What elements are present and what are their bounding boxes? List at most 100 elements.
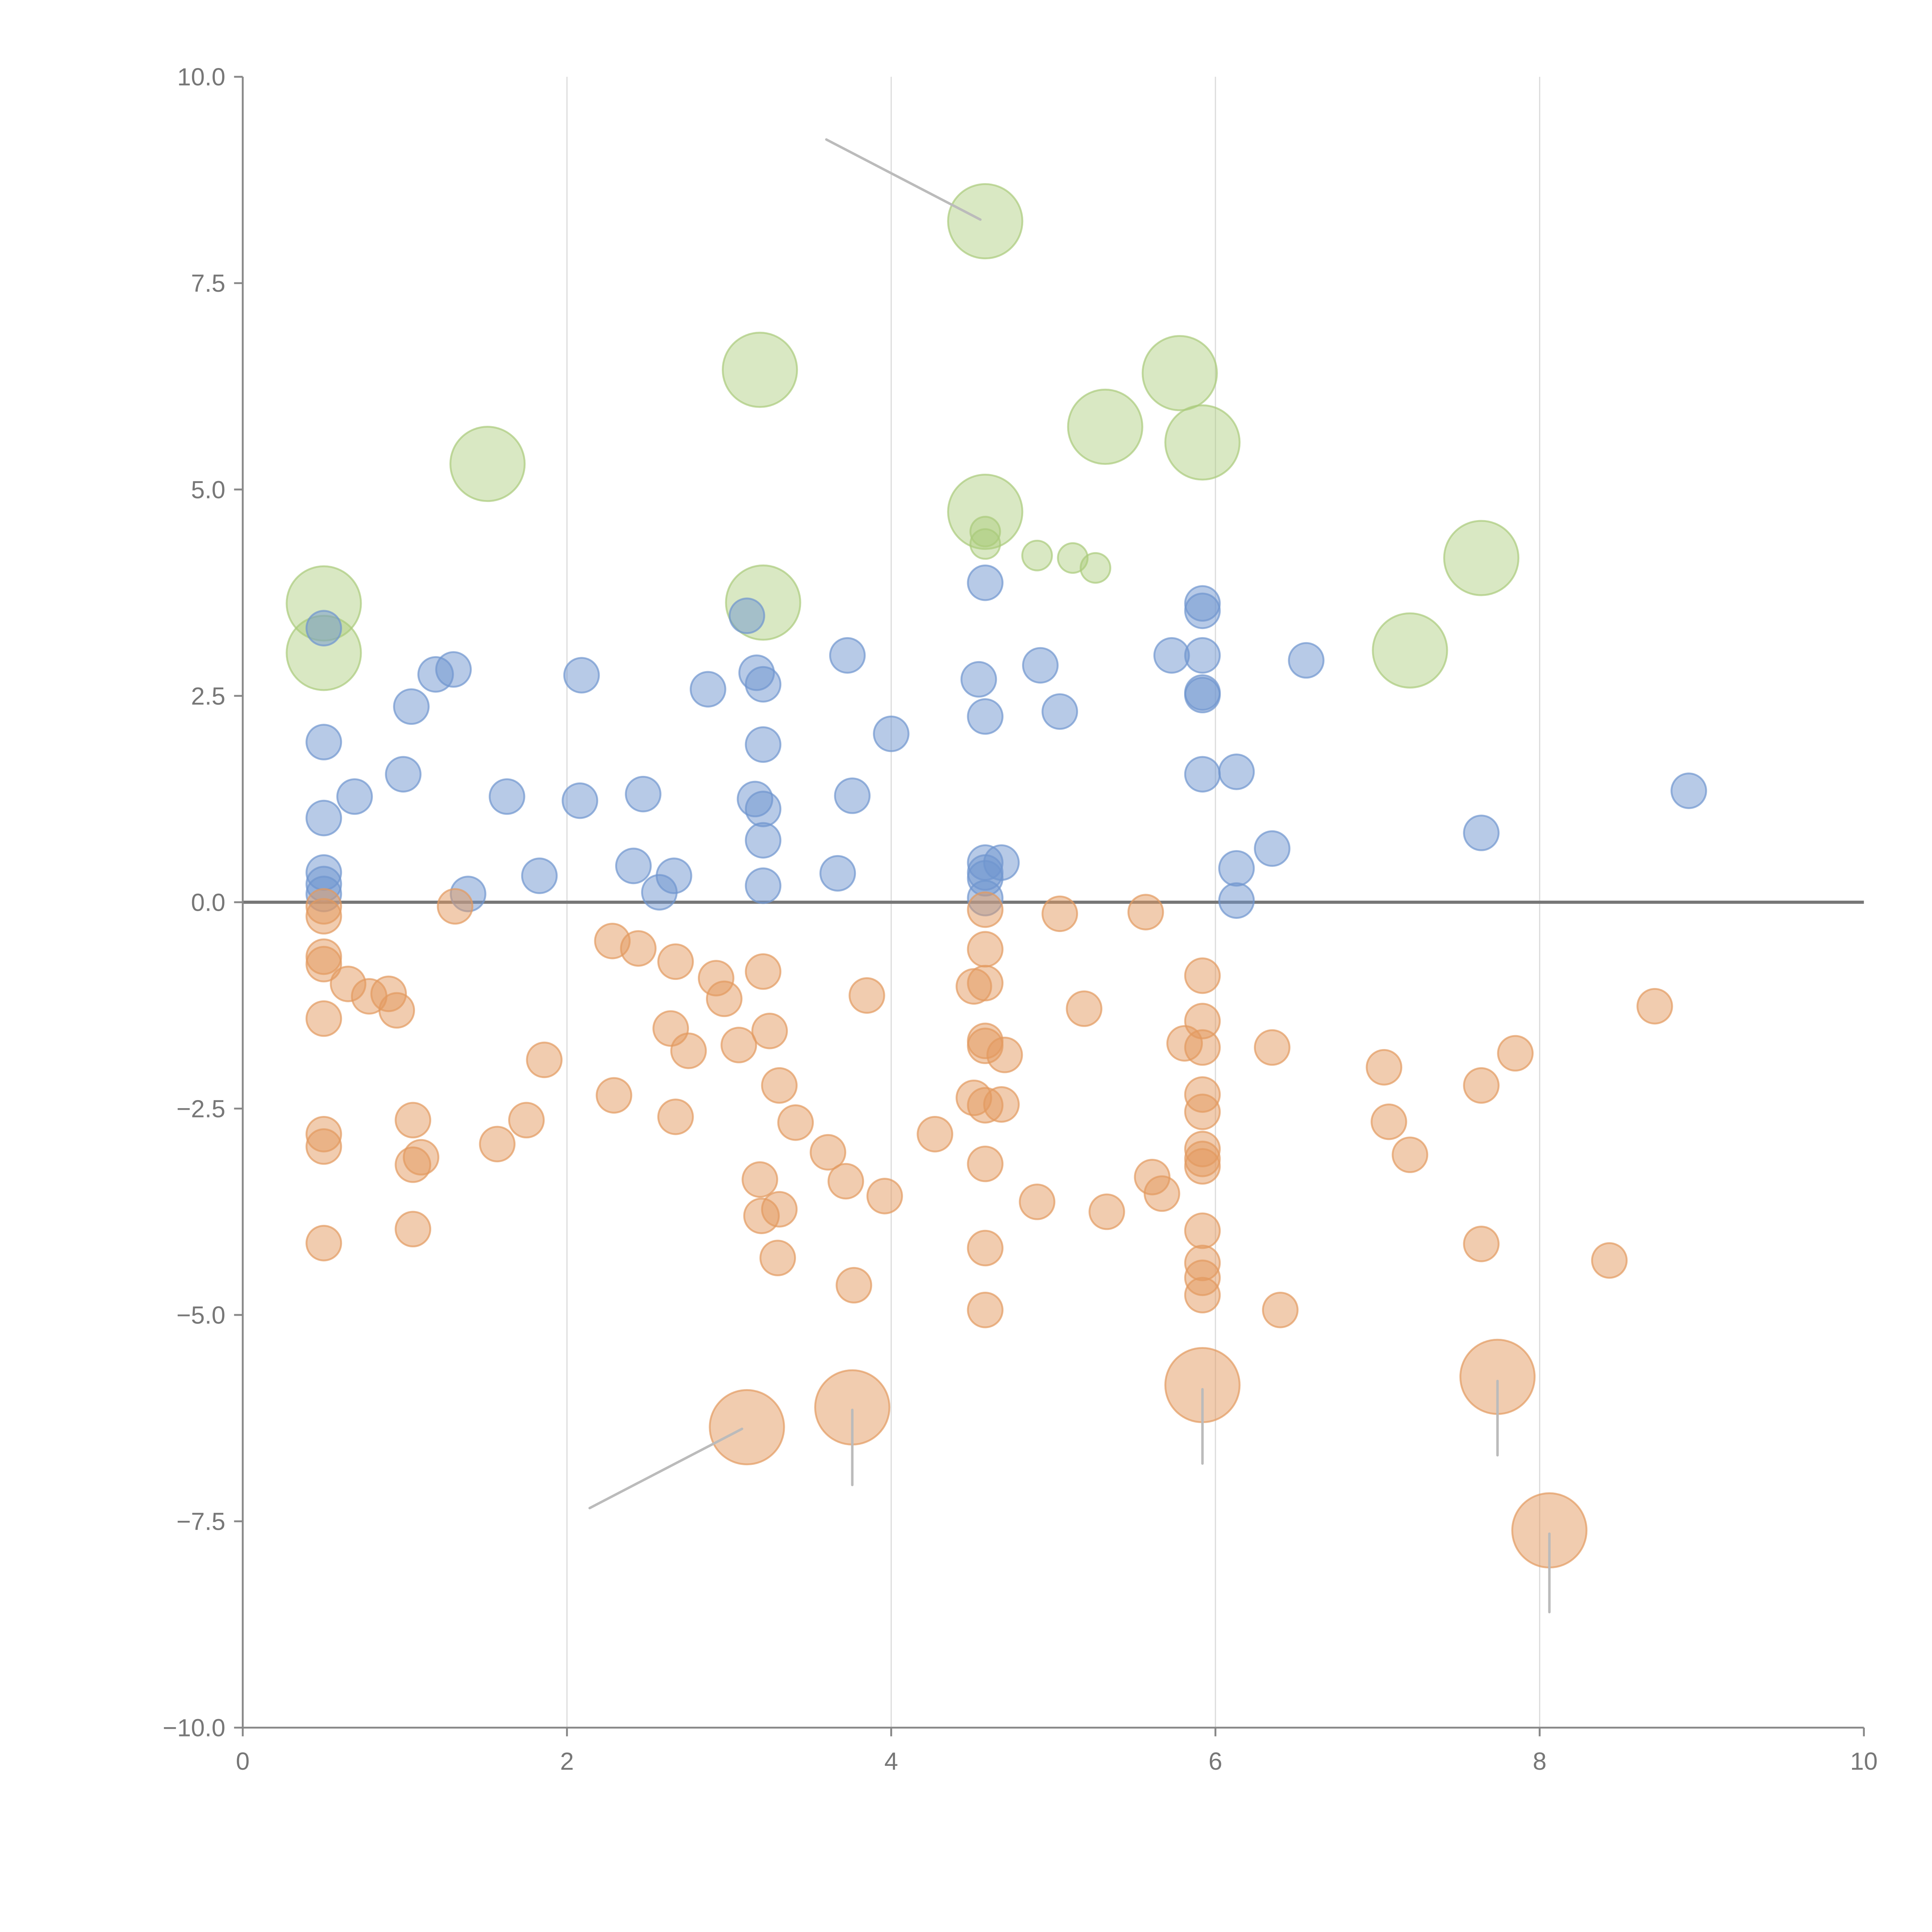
orange-point (983, 1086, 1020, 1123)
orange-point (657, 943, 694, 980)
orange-point (1254, 1029, 1291, 1066)
orange-point (395, 1211, 432, 1248)
orange-point (967, 965, 1004, 1002)
orange-point (1088, 1193, 1125, 1230)
blue-point (745, 726, 782, 763)
orange-point (305, 1128, 342, 1165)
annotation-leader-line (588, 1427, 743, 1510)
green-point (1067, 388, 1143, 465)
orange-point (967, 931, 1004, 968)
orange-point (1463, 1226, 1500, 1262)
blue-point (488, 778, 526, 815)
green-point (1080, 552, 1111, 584)
green-point (969, 528, 1001, 560)
blue-point (1184, 677, 1221, 714)
blue-point (983, 844, 1020, 881)
orange-point (437, 888, 474, 925)
blue-point (1254, 830, 1291, 867)
x-tick-label: 6 (1209, 1747, 1223, 1775)
orange-point (403, 1139, 439, 1176)
orange-point (595, 1077, 633, 1114)
blue-point (1463, 815, 1500, 851)
y-tick-label: −2.5 (177, 1095, 226, 1122)
orange-point (810, 1134, 847, 1171)
x-tick-label: 10 (1850, 1747, 1878, 1775)
blue-point (1218, 850, 1255, 887)
green-point (1141, 335, 1218, 412)
orange-point (305, 946, 342, 983)
y-tick-label: 7.5 (191, 269, 225, 297)
blue-point (728, 597, 765, 634)
orange-point (1143, 1175, 1180, 1212)
blue-point (819, 855, 856, 892)
y-tick-label: −5.0 (177, 1301, 226, 1329)
blue-point (305, 724, 342, 760)
blue-point (1184, 592, 1221, 629)
blue-point (305, 610, 342, 646)
orange-point (759, 1240, 796, 1276)
orange-point (1636, 988, 1673, 1025)
blue-point (960, 661, 997, 698)
blue-point (1670, 772, 1707, 809)
green-point (1164, 404, 1241, 481)
orange-point (967, 1230, 1004, 1267)
blue-point (1218, 882, 1255, 919)
orange-point (1391, 1136, 1429, 1173)
blue-point (745, 666, 782, 703)
orange-point (1591, 1242, 1628, 1279)
orange-point (620, 930, 657, 967)
orange-point (395, 1102, 432, 1139)
blue-point (563, 657, 600, 694)
blue-point (1184, 756, 1221, 793)
blue-point (745, 791, 782, 827)
blue-point (1288, 642, 1325, 679)
blue-point (435, 651, 472, 688)
blue-point (834, 777, 871, 814)
orange-point (967, 1145, 1004, 1182)
blue-point (873, 715, 910, 752)
orange-point (849, 977, 885, 1014)
orange-point (1262, 1291, 1299, 1328)
orange-point (866, 1178, 903, 1214)
blue-point (1218, 753, 1255, 790)
y-tick-label: 5.0 (191, 476, 225, 503)
orange-point (827, 1163, 864, 1200)
orange-point (835, 1267, 872, 1304)
orange-point (986, 1036, 1023, 1073)
orange-point (967, 1291, 1004, 1328)
blue-point (690, 671, 726, 708)
blue-point (561, 782, 599, 819)
blue-point (655, 857, 692, 894)
green-point (969, 515, 1001, 548)
blue-point (745, 867, 782, 904)
y-tick-label: 0.0 (191, 888, 225, 916)
blue-point (1022, 647, 1059, 684)
orange-point (305, 898, 342, 935)
blue-point (1184, 637, 1221, 674)
orange-point (745, 953, 782, 990)
green-point (722, 332, 798, 408)
blue-point (336, 778, 373, 815)
orange-point (761, 1067, 798, 1104)
orange-point (1184, 957, 1221, 994)
green-point (1372, 612, 1448, 689)
orange-point (777, 1104, 814, 1141)
orange-point (967, 891, 1004, 928)
blue-point (1041, 693, 1078, 730)
orange-point (742, 1161, 778, 1198)
x-tick-label: 4 (884, 1747, 898, 1775)
blue-point (521, 857, 558, 894)
green-point (947, 183, 1024, 260)
x-tick-label: 8 (1533, 1747, 1547, 1775)
orange-point (1127, 894, 1164, 930)
axes: 0 2 4 6 8 10 10.0 7.5 5.0 2.5 0.0 −2.5 −5.0 −7.5 −10.0 (163, 63, 1878, 1775)
orange-point (1366, 1049, 1403, 1086)
green-point (947, 473, 1024, 550)
annotation-leader-line (825, 138, 982, 221)
orange-point (1184, 1212, 1221, 1249)
blue-point (967, 698, 1004, 735)
orange-point (1041, 895, 1078, 932)
orange-point (1184, 1277, 1221, 1314)
orange-point (1184, 1094, 1221, 1130)
